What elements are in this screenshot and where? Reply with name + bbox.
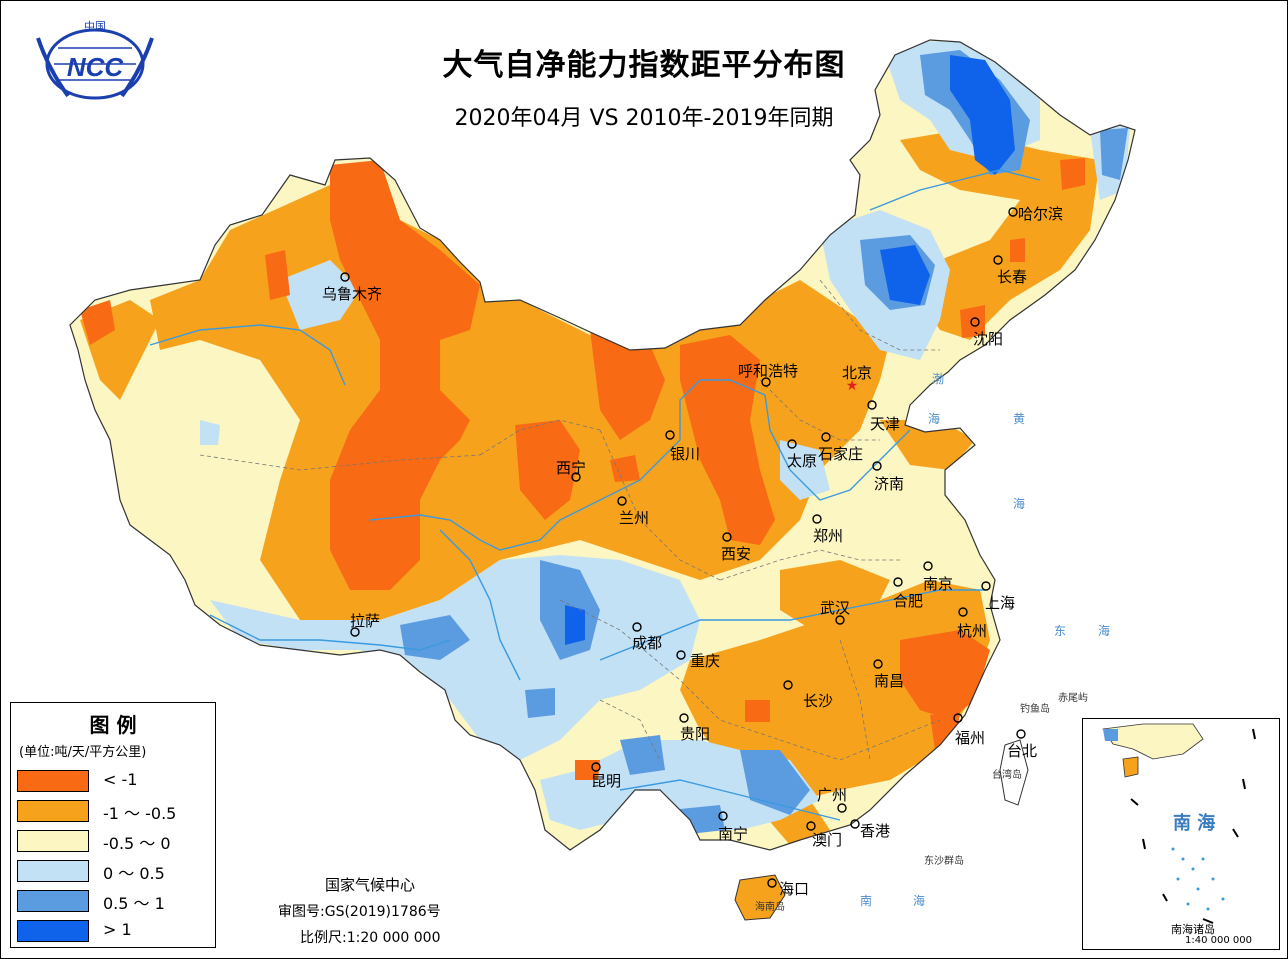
city-label: 杭州 xyxy=(957,622,988,640)
city-label: 贵阳 xyxy=(680,725,711,743)
legend-label: 0 ～ 0.5 xyxy=(103,864,165,883)
city-label: 济南 xyxy=(874,475,905,493)
city-label: 沈阳 xyxy=(973,330,1004,348)
logo-text: NCC xyxy=(67,52,125,82)
scale-label: 比例尺:1:20 000 000 xyxy=(300,930,441,946)
city-label: 北京 xyxy=(842,364,873,382)
island-label: 赤尾屿 xyxy=(1058,693,1088,704)
city-label: 重庆 xyxy=(690,652,721,670)
city-label: 澳门 xyxy=(812,831,843,849)
inset-map xyxy=(1102,723,1256,924)
legend: 图 例 (单位:吨/天/平方公里) < -1 -1 ～ -0.5 -0.5 ～ … xyxy=(10,702,216,948)
legend-swatch xyxy=(17,860,89,882)
city-label: 西安 xyxy=(721,545,752,563)
legend-swatch xyxy=(17,890,89,912)
legend-title: 图 例 xyxy=(89,713,137,737)
city-label: 昆明 xyxy=(591,772,622,790)
city-label: 郑州 xyxy=(813,527,844,545)
city-label: 长春 xyxy=(997,268,1028,286)
map-title: 大气自净能力指数距平分布图 xyxy=(442,48,846,83)
city-label: 银川 xyxy=(670,445,701,463)
city-label: 广州 xyxy=(817,786,848,804)
island-label: 海南岛 xyxy=(755,902,785,913)
legend-label: > 1 xyxy=(103,920,132,939)
island-label: 台湾岛 xyxy=(992,770,1022,781)
city-label: 福州 xyxy=(955,729,986,747)
inset-scale-label: 1:40 000 000 xyxy=(1185,935,1252,946)
legend-swatch xyxy=(17,830,89,852)
inset-islands-label: 南海诸岛 xyxy=(1171,923,1215,936)
city-label: 南京 xyxy=(923,575,954,593)
city-label: 石家庄 xyxy=(818,445,864,463)
inset-sea-label: 南 海 xyxy=(1173,813,1216,834)
city-label: 海口 xyxy=(779,880,810,898)
city-markers xyxy=(340,207,1026,888)
sea-label: 东 xyxy=(1054,624,1067,638)
south-china-sea-inset: 南 海 南海诸岛 1:40 000 000 xyxy=(1082,718,1280,950)
city-label: 兰州 xyxy=(619,509,650,527)
city-label: 成都 xyxy=(632,634,663,652)
approval-number: 审图号:GS(2019)1786号 xyxy=(278,904,441,920)
legend-unit: (单位:吨/天/平方公里) xyxy=(19,745,147,760)
sea-label: 渤 xyxy=(932,372,945,386)
anomaly-fill xyxy=(80,40,1130,845)
legend-swatch xyxy=(17,800,89,822)
map-subtitle: 2020年04月 VS 2010年-2019年同期 xyxy=(454,106,834,131)
city-label: 台北 xyxy=(1007,742,1038,760)
sea-label: 海 xyxy=(913,894,926,908)
city-label: 武汉 xyxy=(820,599,851,617)
rivers xyxy=(149,169,1041,821)
issuer-label: 国家气候中心 xyxy=(325,876,416,894)
legend-label: < -1 xyxy=(103,770,138,789)
city-label: 太原 xyxy=(787,452,818,470)
city-label: 呼和浩特 xyxy=(738,362,799,380)
legend-swatch xyxy=(17,770,89,792)
province-boundaries xyxy=(199,279,941,761)
legend-label: 0.5 ～ 1 xyxy=(103,894,165,913)
sea-label: 海 xyxy=(1098,624,1111,638)
city-label: 合肥 xyxy=(893,592,924,610)
island-label: 东沙群岛 xyxy=(924,856,964,867)
city-label: 哈尔滨 xyxy=(1018,205,1064,223)
city-label: 拉萨 xyxy=(350,612,381,630)
city-label: 上海 xyxy=(985,594,1016,612)
city-label: 南昌 xyxy=(874,672,905,690)
logo-top-text: 中国 xyxy=(84,20,106,33)
city-label: 天津 xyxy=(870,415,901,433)
city-label: 香港 xyxy=(860,822,891,840)
ncc-logo: NCC 中国 xyxy=(36,20,154,100)
legend-swatch xyxy=(17,920,89,942)
capital-star-icon: ★ xyxy=(846,378,859,394)
sea-label: 黄 xyxy=(1013,412,1026,426)
city-label: 南宁 xyxy=(718,825,749,843)
city-label: 长沙 xyxy=(803,692,834,710)
legend-label: -1 ～ -0.5 xyxy=(103,804,177,823)
sea-label: 海 xyxy=(1013,497,1026,511)
sea-label: 海 xyxy=(928,412,941,426)
sea-label: 南 xyxy=(860,894,873,908)
legend-label: -0.5 ～ 0 xyxy=(103,834,171,853)
city-label: 西宁 xyxy=(556,459,587,477)
island-label: 钓鱼岛 xyxy=(1020,704,1050,715)
city-label: 乌鲁木齐 xyxy=(322,285,383,303)
